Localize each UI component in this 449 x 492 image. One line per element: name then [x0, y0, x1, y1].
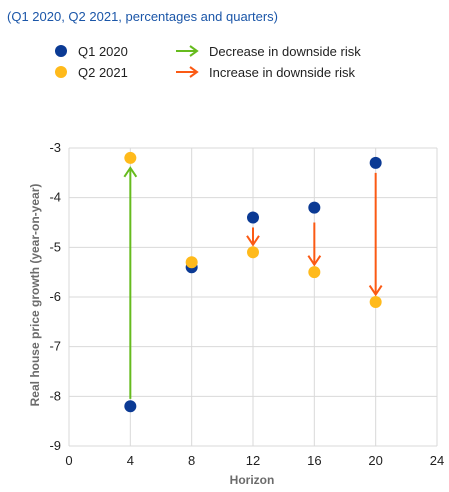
- arrow-head: [123, 166, 138, 178]
- point-q2-2021: [185, 256, 198, 269]
- y-tick-label: -5: [49, 239, 61, 254]
- increase-arrow: [246, 227, 260, 247]
- arrow-head: [368, 284, 383, 297]
- x-tick-label: 24: [430, 453, 444, 468]
- x-tick-label: 16: [307, 453, 321, 468]
- increase-arrow: [307, 222, 322, 267]
- data-points: [124, 151, 382, 413]
- point-q1-2020: [369, 156, 382, 169]
- point-q2-2021: [308, 266, 321, 279]
- legend-label-decrease: Decrease in downside risk: [209, 43, 361, 59]
- legend-item-decrease: Decrease in downside risk: [175, 41, 361, 61]
- legend-marker-q1-2020: [55, 45, 67, 57]
- x-tick-label: 12: [246, 453, 260, 468]
- decrease-arrow: [123, 166, 138, 399]
- right-arrow-icon: [176, 45, 199, 57]
- x-axis-title: Horizon: [230, 473, 275, 487]
- y-tick-label: -7: [49, 339, 61, 354]
- x-tick-label: 4: [127, 453, 134, 468]
- x-tick-label: 0: [65, 453, 72, 468]
- right-arrow-icon: [176, 66, 199, 78]
- gridlines: [68, 147, 438, 447]
- point-q2-2021: [369, 295, 382, 308]
- legend-marker-q2-2021: [55, 66, 67, 78]
- y-tick-label: -9: [49, 438, 61, 453]
- legend-item-q2-2021: Q2 2021: [55, 62, 128, 82]
- point-q2-2021: [124, 151, 137, 164]
- axes: -3 -4 -5 -6 -7 -8 -9 0 4 8 12 16 20 24: [49, 140, 444, 468]
- legend-label-q2-2021: Q2 2021: [78, 64, 128, 80]
- legend-label-increase: Increase in downside risk: [209, 64, 355, 80]
- y-tick-label: -3: [49, 140, 61, 155]
- increase-arrow: [368, 172, 383, 297]
- point-q1-2020: [308, 201, 321, 214]
- legend-label-q1-2020: Q1 2020: [78, 43, 128, 59]
- change-arrows: [123, 166, 383, 399]
- legend-item-increase: Increase in downside risk: [175, 62, 355, 82]
- chart-legend: Q1 2020 Q2 2021 Decrease in downside ris…: [55, 41, 395, 83]
- chart-subtitle: (Q1 2020, Q2 2021, percentages and quart…: [7, 9, 279, 24]
- y-tick-label: -4: [49, 190, 61, 205]
- y-tick-label: -8: [49, 388, 61, 403]
- point-q1-2020: [124, 400, 137, 413]
- legend-item-q1-2020: Q1 2020: [55, 41, 128, 61]
- x-tick-label: 20: [368, 453, 382, 468]
- y-axis-title: Real house price growth (year-on-year): [28, 184, 42, 407]
- arrow-head: [307, 255, 322, 267]
- arrow-head: [246, 235, 260, 247]
- point-q1-2020: [247, 211, 259, 224]
- point-q2-2021: [247, 246, 259, 259]
- y-tick-label: -6: [49, 289, 61, 304]
- x-tick-label: 8: [188, 453, 195, 468]
